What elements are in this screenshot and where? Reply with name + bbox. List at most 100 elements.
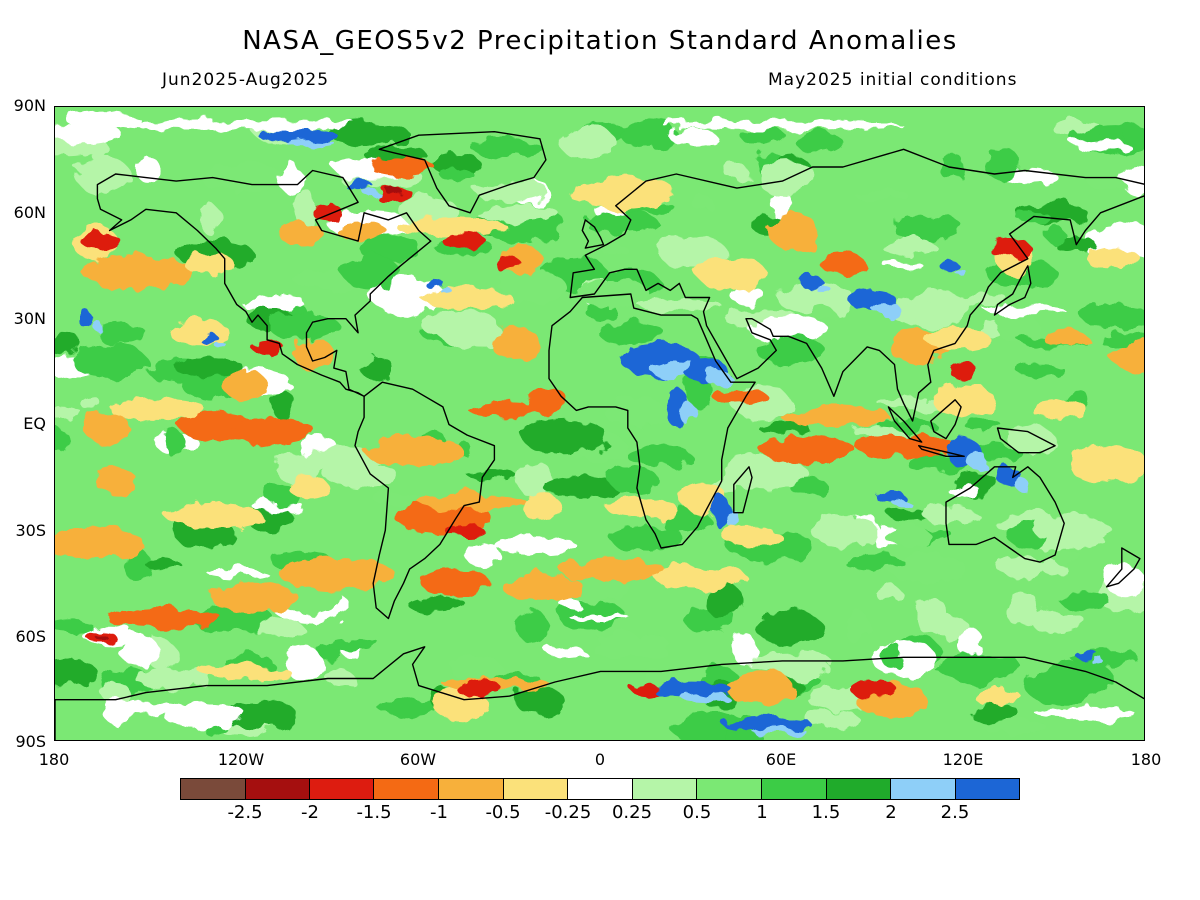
anomaly-blob xyxy=(336,222,388,241)
anomaly-blob xyxy=(997,556,1045,578)
anomaly-blob xyxy=(167,321,230,343)
anomaly-blob xyxy=(1072,138,1130,152)
anomaly-blob xyxy=(741,128,787,147)
anomaly-blob xyxy=(92,320,103,331)
anomaly-blob xyxy=(726,670,794,706)
anomaly-blob xyxy=(277,220,323,245)
anomaly-blob xyxy=(448,654,501,681)
anomaly-blob xyxy=(1014,478,1029,491)
coastline xyxy=(354,381,496,620)
anomaly-blob xyxy=(1090,658,1105,664)
coastline xyxy=(96,169,432,397)
anomaly-blob xyxy=(1030,399,1088,419)
anomaly-blob xyxy=(713,389,769,406)
lat-tick-90n: 90N xyxy=(13,96,46,115)
anomaly-blob xyxy=(1024,668,1106,705)
anomaly-blob xyxy=(1098,332,1144,347)
anomaly-blob xyxy=(475,204,559,222)
anomaly-blob xyxy=(328,639,381,651)
anomaly-blob xyxy=(364,434,464,468)
anomaly-blob xyxy=(137,155,160,184)
anomaly-blob xyxy=(780,406,891,427)
forecast-period: Jun2025-Aug2025 xyxy=(162,70,330,90)
anomaly-blob xyxy=(342,254,400,290)
anomaly-blob xyxy=(240,293,305,311)
colorbar-label: 0.5 xyxy=(682,802,712,823)
anomaly-blob xyxy=(965,451,988,469)
lon-tick-120w: 120W xyxy=(217,750,265,769)
anomaly-blob xyxy=(199,664,292,680)
anomaly-blob xyxy=(106,607,222,630)
anomaly-blob xyxy=(493,535,576,555)
anomaly-blob xyxy=(94,633,107,640)
anomaly-blob xyxy=(608,466,658,493)
anomaly-blob xyxy=(998,309,1039,347)
anomaly-blob xyxy=(576,279,650,308)
colorbar-label: 2 xyxy=(885,802,897,823)
colorbar-swatch xyxy=(826,778,891,800)
anomaly-blob xyxy=(386,187,403,196)
anomaly-blob xyxy=(522,492,561,523)
anomaly-blob xyxy=(370,158,436,176)
anomaly-blob xyxy=(947,484,980,496)
lat-tick-30n: 30N xyxy=(13,309,46,328)
anomaly-blob xyxy=(844,611,872,645)
anomaly-blob xyxy=(432,153,482,176)
lat-tick-60n: 60N xyxy=(13,203,46,222)
anomaly-blob xyxy=(1006,426,1056,455)
anomaly-blob xyxy=(727,510,740,530)
anomaly-blob xyxy=(467,469,517,481)
anomaly-blob xyxy=(164,502,262,529)
anomaly-blob xyxy=(938,652,1023,685)
anomaly-blob xyxy=(769,187,792,223)
anomaly-blob xyxy=(269,312,340,342)
anomaly-blob xyxy=(711,496,732,529)
anomaly-blob xyxy=(731,286,765,306)
anomaly-blob xyxy=(915,599,951,636)
colorbar-label: 1 xyxy=(756,802,768,823)
anomaly-blob xyxy=(725,164,749,182)
colorbar-swatch xyxy=(180,778,246,800)
anomaly-blob xyxy=(696,256,767,290)
anomaly-blob xyxy=(881,237,936,256)
anomaly-blob xyxy=(653,565,747,589)
anomaly-blob xyxy=(503,573,584,604)
colorbar-swatch xyxy=(438,778,504,800)
anomaly-blob xyxy=(988,237,1031,259)
anomaly-blob xyxy=(679,246,719,260)
anomaly-blob xyxy=(279,557,396,592)
colorbar-swatch xyxy=(632,778,697,800)
anomaly-blob xyxy=(143,556,180,570)
anomaly-blob xyxy=(889,509,930,522)
anomaly-blob xyxy=(467,402,543,417)
anomaly-blob xyxy=(83,412,130,444)
anomaly-blob xyxy=(109,397,206,421)
anomaly-blob xyxy=(560,558,666,582)
anomaly-blob xyxy=(1105,566,1144,598)
colorbar-label: -0.5 xyxy=(485,802,521,823)
anomaly-blob xyxy=(852,426,904,438)
anomaly-blob xyxy=(55,526,144,561)
anomaly-blob xyxy=(257,129,338,142)
anomaly-blob xyxy=(889,303,942,320)
anomaly-blob xyxy=(285,138,334,146)
anomaly-blob xyxy=(610,527,686,551)
colorbar-label: -1 xyxy=(430,802,448,823)
anomaly-blob xyxy=(626,447,693,466)
anomaly-blob xyxy=(843,554,904,570)
anomaly-blob xyxy=(55,122,121,144)
anomaly-blob xyxy=(490,326,541,360)
anomaly-blob xyxy=(637,298,722,311)
anomaly-blob xyxy=(421,287,514,311)
colorbar-swatch xyxy=(761,778,827,800)
coastline xyxy=(733,466,753,514)
anomaly-blob xyxy=(876,586,903,604)
anomaly-blob xyxy=(1058,592,1112,609)
anomaly-blob xyxy=(922,505,978,523)
anomaly-blob xyxy=(1005,591,1041,628)
anomaly-blob xyxy=(1073,649,1098,658)
anomaly-blob xyxy=(223,370,269,401)
coastline xyxy=(1105,547,1141,588)
anomaly-blob xyxy=(883,525,931,546)
anomaly-blob xyxy=(813,306,835,321)
